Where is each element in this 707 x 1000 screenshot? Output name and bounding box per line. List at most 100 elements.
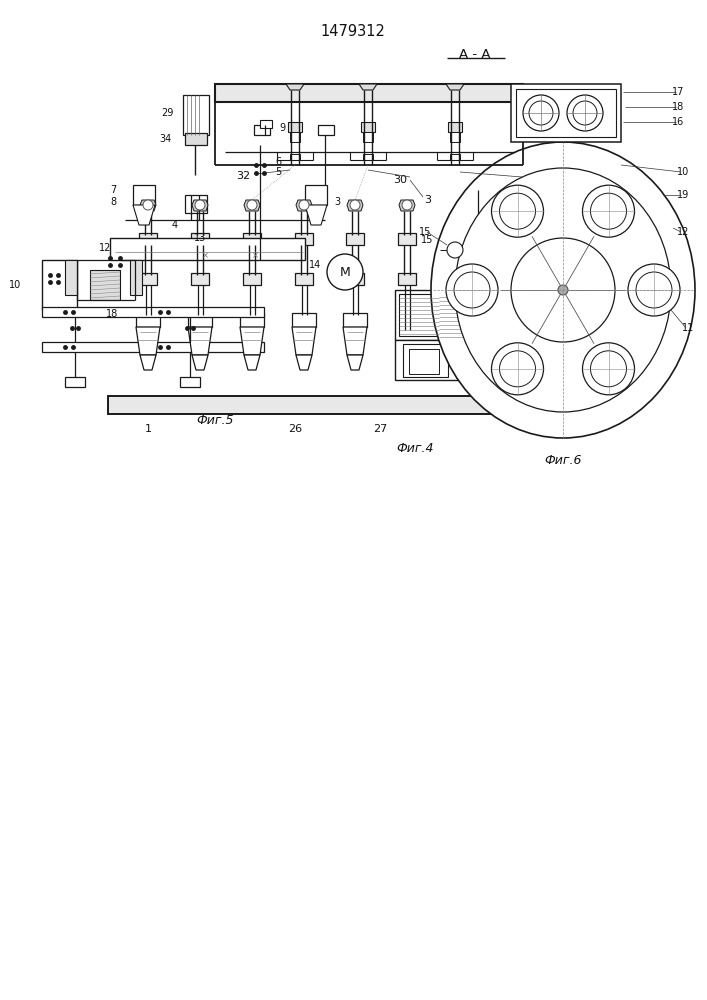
Circle shape [500, 351, 535, 387]
Text: 8: 8 [110, 197, 116, 207]
Text: 30: 30 [393, 175, 407, 185]
Ellipse shape [431, 142, 695, 438]
Polygon shape [140, 355, 156, 370]
Bar [42, 260, 77, 310]
Bar [403, 344, 448, 377]
Polygon shape [305, 205, 327, 225]
Text: 32: 32 [236, 171, 250, 181]
Bar [191, 273, 209, 285]
Bar [439, 290, 463, 340]
Circle shape [446, 264, 498, 316]
Circle shape [636, 272, 672, 308]
Bar [185, 195, 207, 213]
Text: 33: 33 [523, 175, 537, 185]
Polygon shape [240, 327, 264, 355]
Circle shape [511, 238, 615, 342]
Circle shape [583, 185, 634, 237]
Bar [65, 377, 85, 387]
Text: 18: 18 [106, 309, 118, 319]
Circle shape [299, 200, 309, 210]
Polygon shape [359, 84, 377, 90]
Text: Фиг.4: Фиг.4 [396, 442, 434, 456]
Bar [305, 185, 327, 205]
Ellipse shape [455, 168, 671, 412]
Bar [191, 233, 209, 245]
Text: ×: × [201, 251, 209, 260]
Text: 13: 13 [194, 233, 206, 243]
Bar [243, 233, 261, 245]
Bar [361, 122, 375, 132]
Text: 4: 4 [172, 220, 178, 230]
Circle shape [558, 285, 568, 295]
Text: 17: 17 [672, 87, 684, 97]
Circle shape [454, 272, 490, 308]
Polygon shape [296, 200, 312, 211]
Bar [290, 132, 300, 142]
Bar [90, 270, 120, 300]
Circle shape [583, 343, 634, 395]
Text: 9: 9 [539, 202, 547, 212]
Text: 29: 29 [160, 108, 173, 118]
Circle shape [247, 200, 257, 210]
Polygon shape [192, 200, 208, 211]
Text: 10: 10 [677, 167, 689, 177]
Circle shape [402, 200, 412, 210]
Polygon shape [347, 355, 363, 370]
Text: M: M [339, 265, 351, 278]
Bar [110, 238, 305, 260]
Bar [288, 122, 302, 132]
Text: 5: 5 [539, 239, 547, 249]
Text: 1: 1 [144, 424, 151, 434]
Text: 16: 16 [672, 117, 684, 127]
Text: 11: 11 [682, 323, 694, 333]
Bar [260, 120, 272, 128]
Text: 7: 7 [539, 227, 547, 237]
Polygon shape [296, 355, 312, 370]
Bar [448, 122, 462, 132]
Bar [343, 313, 367, 327]
Text: 6: 6 [275, 157, 281, 167]
Bar [42, 342, 264, 352]
Bar [409, 349, 439, 374]
Text: 28: 28 [536, 325, 550, 335]
Bar [183, 95, 209, 135]
Polygon shape [244, 355, 260, 370]
Text: 15: 15 [421, 235, 433, 245]
Circle shape [447, 242, 463, 258]
Bar [133, 185, 155, 205]
Bar [215, 84, 523, 102]
Circle shape [350, 200, 360, 210]
Text: ×: × [252, 251, 259, 260]
Bar [346, 233, 364, 245]
Bar [450, 154, 460, 160]
Bar [346, 273, 364, 285]
Bar [398, 233, 416, 245]
Polygon shape [347, 200, 363, 211]
Bar [470, 331, 486, 345]
Bar [188, 313, 212, 327]
Circle shape [195, 200, 205, 210]
Text: 6: 6 [539, 275, 547, 285]
Polygon shape [286, 84, 304, 90]
Circle shape [573, 101, 597, 125]
Circle shape [529, 101, 553, 125]
Bar [65, 260, 77, 295]
Circle shape [567, 95, 603, 131]
Bar [511, 84, 621, 142]
Bar [130, 260, 142, 295]
Bar [292, 313, 316, 327]
Text: 12: 12 [99, 243, 111, 253]
Circle shape [590, 351, 626, 387]
Text: 9: 9 [539, 215, 547, 225]
Text: 7: 7 [110, 185, 116, 195]
Text: 8: 8 [539, 305, 547, 315]
Circle shape [628, 264, 680, 316]
Bar [42, 307, 264, 317]
Polygon shape [188, 327, 212, 355]
Polygon shape [292, 327, 316, 355]
Circle shape [143, 200, 153, 210]
Circle shape [590, 193, 626, 229]
Polygon shape [192, 355, 208, 370]
Text: А - А: А - А [460, 48, 491, 62]
Bar [395, 340, 463, 380]
